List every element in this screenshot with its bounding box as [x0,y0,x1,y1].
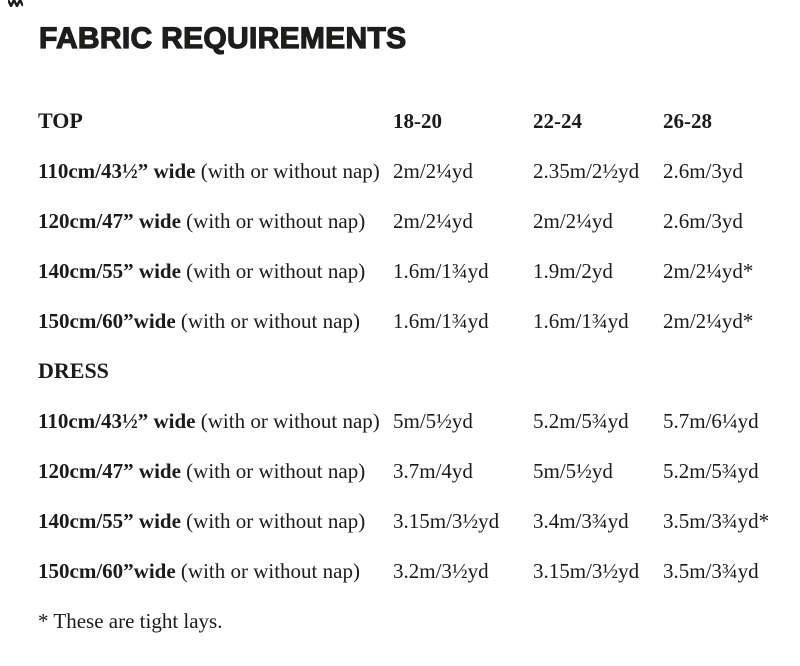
yardage-value: 5m/5½yd [533,459,613,483]
yardage-value: 3.5m/3¾yd* [663,509,770,533]
footnote: * These are tight lays. [38,609,223,633]
yardage-value: 1.6m/1¾yd [393,259,489,283]
nap-note: (with or without nap) [186,259,366,283]
yardage-value: 3.7m/4yd [393,459,473,483]
yardage-value: 5.2m/5¾yd [663,459,759,483]
nap-note: (with or without nap) [180,559,360,583]
yardage-value: 2.35m/2½yd [533,159,640,183]
size-header-26-28: 26-28 [663,109,712,133]
section-title-dress: DRESS [38,358,109,383]
yardage-value: 1.9m/2yd [533,259,613,283]
table-row: 140cm/55” wide (with or without nap) 1.6… [38,246,778,296]
section-title-top: TOP [38,108,83,133]
yardage-value: 2m/2¼yd [533,209,613,233]
yardage-value: 2m/2¼yd* [663,309,754,333]
nap-note: (with or without nap) [200,409,380,433]
yardage-value: 2m/2¼yd [393,159,473,183]
yardage-value: 3.4m/3¾yd [533,509,629,533]
yardage-value: 3.15m/3½yd [393,509,500,533]
table-row: 110cm/43½” wide (with or without nap) 2m… [38,146,778,196]
fabric-width-label: 140cm/55” wide (with or without nap) [38,259,366,283]
yardage-value: 1.6m/1¾yd [533,309,629,333]
nap-note: (with or without nap) [186,509,366,533]
yardage-value: 3.5m/3¾yd [663,559,759,583]
fabric-width-label: 120cm/47” wide (with or without nap) [38,209,366,233]
yardage-value: 2.6m/3yd [663,209,743,233]
yardage-value: 2.6m/3yd [663,159,743,183]
table-header-row-dress: DRESS [38,346,778,396]
table-row: 120cm/47” wide (with or without nap) 2m/… [38,196,778,246]
fabric-requirements-table: TOP 18-20 22-24 26-28 110cm/43½” wide (w… [38,96,778,646]
table-row: 150cm/60”wide (with or without nap) 3.2m… [38,546,778,596]
yardage-value: 3.15m/3½yd [533,559,640,583]
table-row: 150cm/60”wide (with or without nap) 1.6m… [38,296,778,346]
yardage-value: 5.7m/6¼yd [663,409,759,433]
yardage-value: 2m/2¼yd* [663,259,754,283]
yardage-value: 3.2m/3½yd [393,559,489,583]
fabric-width-label: 140cm/55” wide (with or without nap) [38,509,366,533]
nap-note: (with or without nap) [186,459,366,483]
fabric-width-label: 110cm/43½” wide (with or without nap) [38,159,380,183]
table-row: 110cm/43½” wide (with or without nap) 5m… [38,396,778,446]
fabric-width-label: 150cm/60”wide (with or without nap) [38,309,360,333]
fabric-width-label: 110cm/43½” wide (with or without nap) [38,409,380,433]
table-row: 120cm/47” wide (with or without nap) 3.7… [38,446,778,496]
size-header-18-20: 18-20 [393,109,442,133]
table-header-row-top: TOP 18-20 22-24 26-28 [38,96,778,146]
yardage-value: 2m/2¼yd [393,209,473,233]
fabric-width-label: 150cm/60”wide (with or without nap) [38,559,360,583]
yardage-value: 1.6m/1¾yd [393,309,489,333]
page-title: FABRIC REQUIREMENTS [38,21,407,55]
yardage-value: 5m/5½yd [393,409,473,433]
zigzag-crop-mark [8,0,23,7]
nap-note: (with or without nap) [180,309,360,333]
yardage-value: 5.2m/5¾yd [533,409,629,433]
table-row: 140cm/55” wide (with or without nap) 3.1… [38,496,778,546]
nap-note: (with or without nap) [200,159,380,183]
size-header-22-24: 22-24 [533,109,582,133]
nap-note: (with or without nap) [186,209,366,233]
fabric-width-label: 120cm/47” wide (with or without nap) [38,459,366,483]
